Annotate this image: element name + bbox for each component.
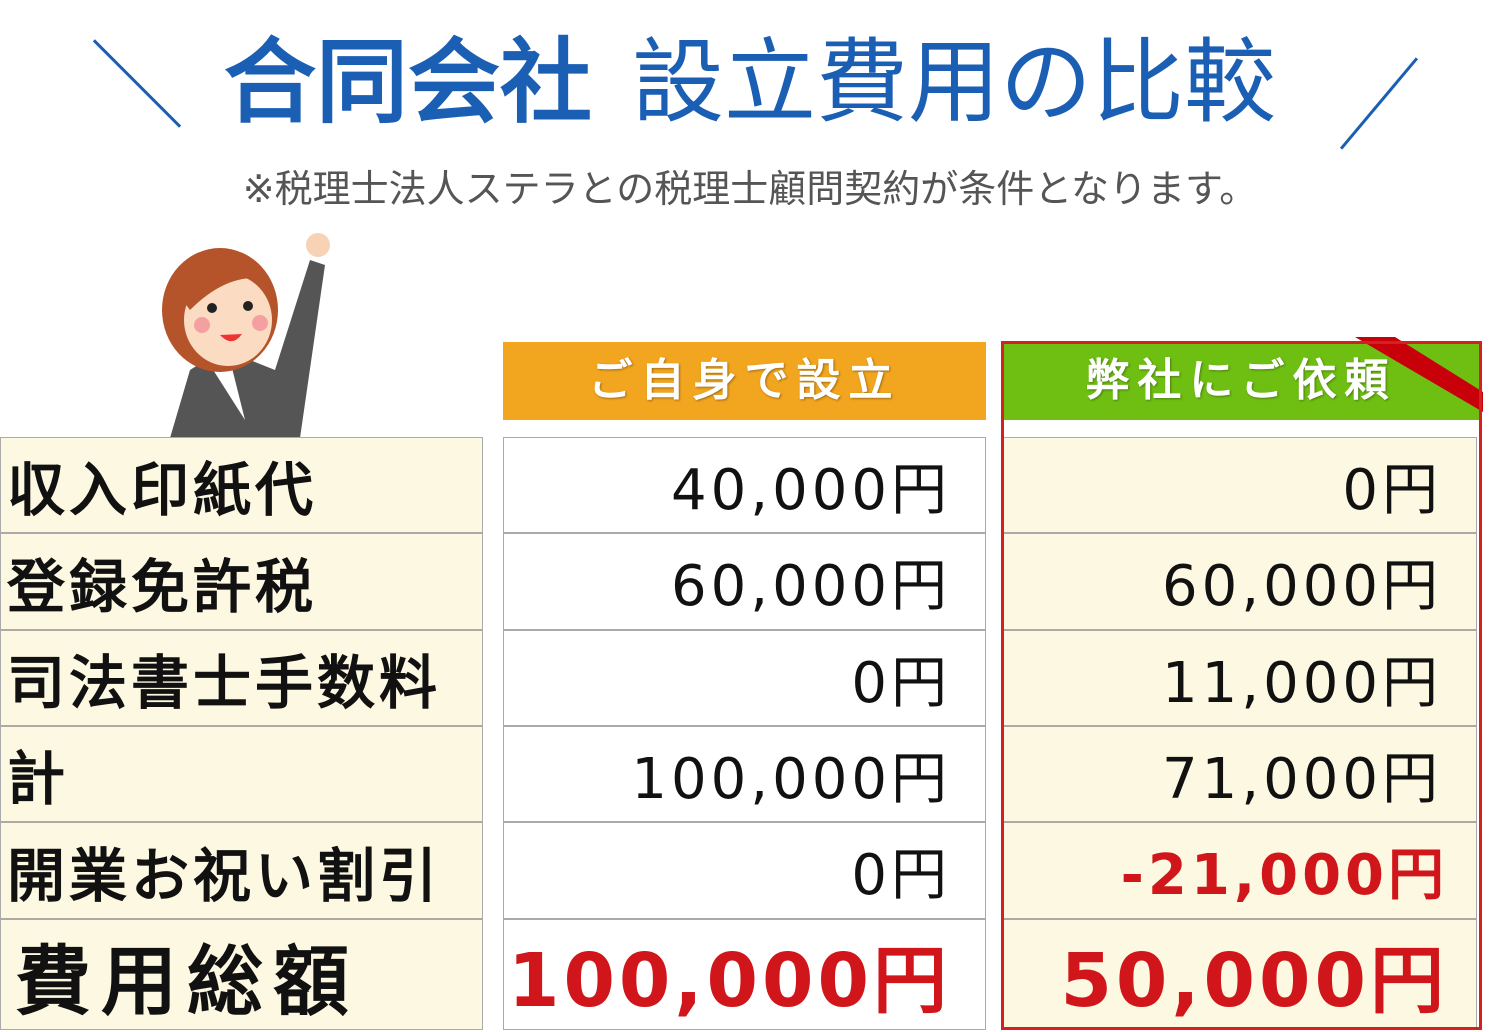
- our-service-value: 71,000円: [1003, 726, 1477, 822]
- condition-note: ※税理士法人ステラとの税理士顧問契約が条件となります。: [242, 167, 1258, 211]
- title-bold: 合同会社: [223, 29, 592, 136]
- our-service-value: 50,000円: [1003, 919, 1477, 1030]
- our-service-value: 0円: [1003, 437, 1477, 533]
- row-label: 計: [0, 726, 483, 822]
- self-setup-value: 100,000円: [503, 726, 986, 822]
- self-setup-value: 100,000円: [503, 919, 986, 1030]
- our-service-value: 11,000円: [1003, 630, 1477, 726]
- self-setup-value: 0円: [503, 630, 986, 726]
- our-service-value: 60,000円: [1003, 533, 1477, 630]
- row-label: 費用総額: [0, 919, 483, 1030]
- page-title: 合同会社 設立費用の比較: [0, 8, 1500, 141]
- row-label: 登録免許税: [0, 533, 483, 630]
- self-setup-value: 60,000円: [503, 533, 986, 630]
- self-setup-value: 40,000円: [503, 437, 986, 533]
- row-label: 司法書士手数料: [0, 630, 483, 726]
- header-self-setup: ご自身で設立: [503, 342, 986, 420]
- businesswoman-illustration: [162, 233, 330, 438]
- corner-ribbon: [1355, 337, 1483, 412]
- our-service-value: -21,000円: [1003, 822, 1477, 919]
- self-setup-value: 0円: [503, 822, 986, 919]
- row-label: 開業お祝い割引: [0, 822, 483, 919]
- row-label: 収入印紙代: [0, 437, 483, 533]
- title-normal: 設立費用の比較: [632, 29, 1277, 136]
